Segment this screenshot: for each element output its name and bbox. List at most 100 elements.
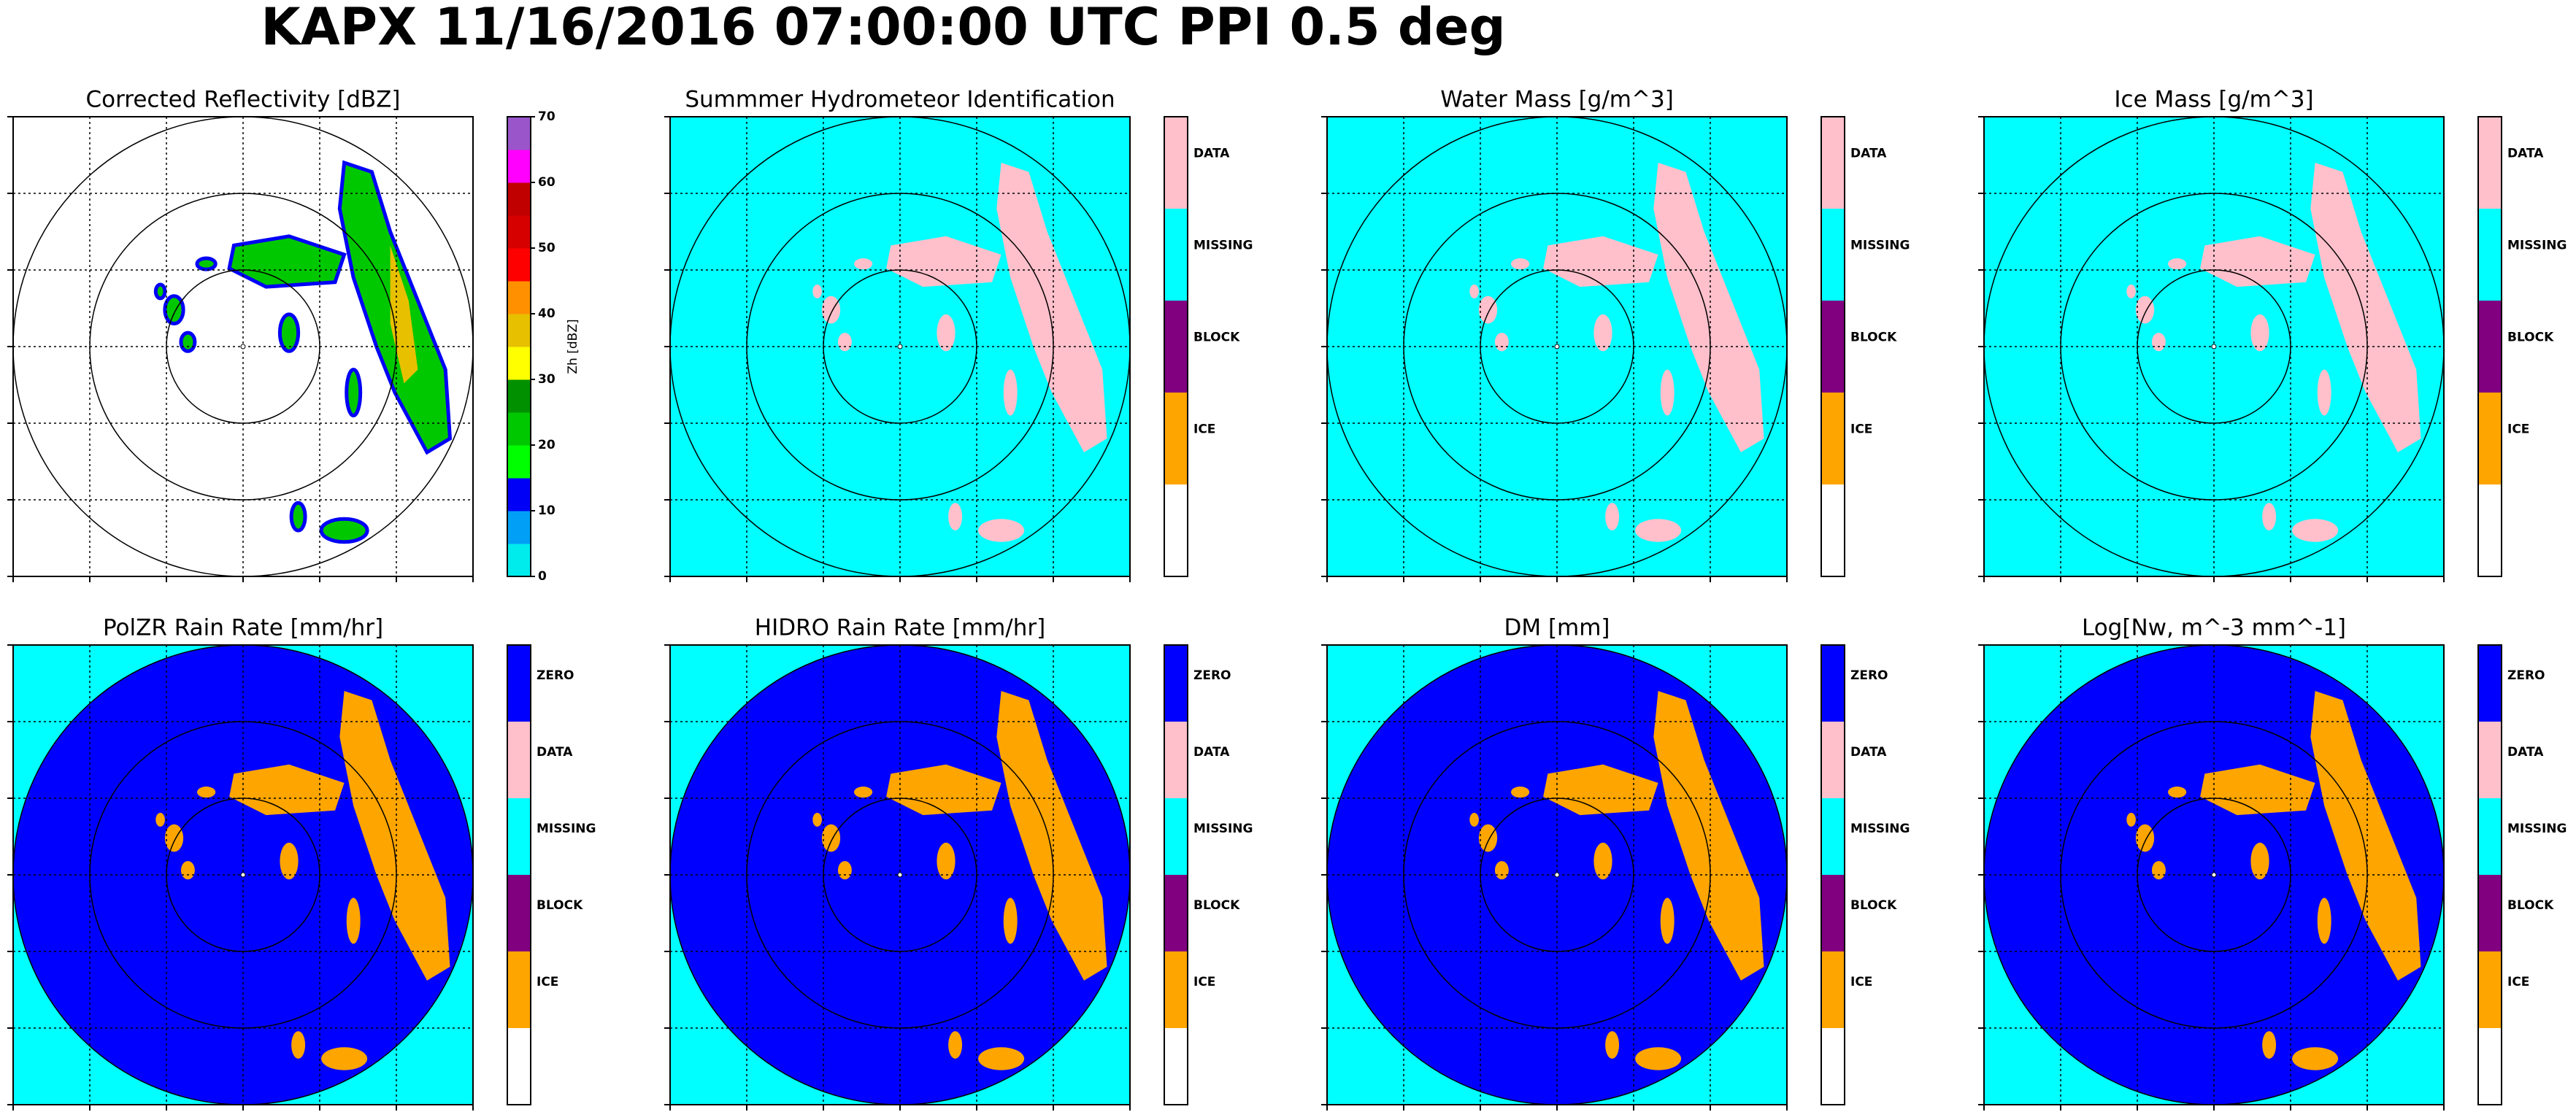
panel-title: Log[Nw, m^-3 mm^-1] xyxy=(2082,615,2346,641)
echo xyxy=(1653,163,1764,452)
colorbar-segment xyxy=(1821,301,1845,393)
colorbar-segment xyxy=(1821,484,1845,577)
colorbar-segment xyxy=(2478,393,2502,485)
colorbar-label: ICE xyxy=(1193,975,1215,989)
colorbar-label: BLOCK xyxy=(537,898,583,913)
colorbar-segment xyxy=(1164,1028,1188,1105)
colorbar-label: ICE xyxy=(2507,975,2529,989)
colorbar-segment xyxy=(2478,209,2502,301)
colorbar-label: BLOCK xyxy=(1193,898,1240,913)
range-ring xyxy=(89,721,397,1029)
colorbar-segment xyxy=(507,347,531,380)
colorbar-tick-label: 0 xyxy=(538,569,547,584)
echo xyxy=(1605,503,1620,530)
echo xyxy=(937,314,956,352)
echo xyxy=(163,294,185,326)
range-ring xyxy=(89,193,397,501)
colorbar-segment xyxy=(1821,722,1845,799)
range-ring xyxy=(166,797,320,952)
echo xyxy=(195,256,218,271)
panel-title: PolZR Rain Rate [mm/hr] xyxy=(103,615,383,641)
radar-site xyxy=(240,872,246,878)
colorbar-segment xyxy=(507,722,531,799)
echo xyxy=(1469,284,1479,298)
echo xyxy=(1653,691,1764,981)
panel: Ice Mass [g/m^3] DATA MISSING BLOCK ICE xyxy=(1978,87,2567,582)
panel-title: DM [mm] xyxy=(1504,615,1610,641)
plot xyxy=(670,117,1130,576)
colorbar-tick-label: 60 xyxy=(538,175,555,190)
echo xyxy=(978,1047,1025,1070)
colorbar-label: DATA xyxy=(2507,146,2544,161)
echo xyxy=(1593,314,1612,352)
echo xyxy=(2262,503,2277,530)
echo xyxy=(854,258,873,270)
echo xyxy=(229,764,345,816)
colorbar-segment xyxy=(2478,117,2502,209)
echo xyxy=(812,284,822,298)
colorbar-tick-label: 70 xyxy=(538,109,555,124)
range-ring xyxy=(2137,797,2291,952)
echo xyxy=(2151,861,2166,880)
echo xyxy=(2200,764,2315,816)
plot xyxy=(1327,645,1787,1105)
echo xyxy=(227,234,347,289)
colorbar-frame xyxy=(507,644,531,1105)
panel: DM [mm] ZERO DATA MISSING BLOCK ICE xyxy=(1321,615,1910,1111)
colorbar-tick-label: 50 xyxy=(538,241,555,255)
radar-site xyxy=(1554,344,1560,349)
colorbar-segment xyxy=(507,150,531,183)
range-ring xyxy=(2137,269,2291,424)
colorbar-segment xyxy=(1821,951,1845,1029)
colorbar-label: ZERO xyxy=(2507,668,2545,683)
colorbar-segment xyxy=(1821,1028,1845,1105)
echo xyxy=(948,1031,963,1059)
echo xyxy=(1593,842,1612,880)
panel: Summmer Hydrometeor Identification DATA MI… xyxy=(664,87,1253,582)
colorbar-label: MISSING xyxy=(2507,238,2567,252)
panel: HIDRO Rain Rate [mm/hr] ZERO DATA MISSING BL… xyxy=(664,615,1253,1111)
echo xyxy=(1635,1047,1682,1070)
echo xyxy=(1494,861,1509,880)
panel: Water Mass [g/m^3] DATA MISSING BLOCK ICE xyxy=(1321,87,1910,582)
colorbar-segment xyxy=(507,445,531,479)
colorbar-segment xyxy=(2478,798,2502,876)
plot xyxy=(670,645,1130,1105)
colorbar-segment xyxy=(1164,301,1188,393)
colorbar-label: ICE xyxy=(1193,422,1215,436)
colorbar-label: DATA xyxy=(1193,146,1230,161)
colorbar-segment xyxy=(507,1028,531,1105)
echo xyxy=(2310,691,2421,981)
colorbar-label: BLOCK xyxy=(1850,898,1897,913)
echo xyxy=(2200,236,2315,287)
colorbar-segment xyxy=(1164,484,1188,577)
colorbar-label: MISSING xyxy=(1850,822,1910,836)
colorbar-segment xyxy=(1164,645,1188,722)
panel-title: Summmer Hydrometeor Identification xyxy=(685,87,1115,113)
echo xyxy=(319,517,369,544)
echo xyxy=(1511,787,1530,798)
echo xyxy=(854,787,873,798)
echo xyxy=(321,1047,368,1070)
echo xyxy=(2292,1047,2339,1070)
echo xyxy=(1660,897,1675,944)
colorbar-frame xyxy=(2477,116,2502,577)
colorbar-segment xyxy=(507,412,531,446)
plot xyxy=(1327,117,1787,576)
echo xyxy=(821,296,841,324)
echo xyxy=(937,842,956,880)
range-ring xyxy=(746,721,1054,1029)
colorbar-segment xyxy=(507,875,531,952)
radar-site xyxy=(1554,872,1560,878)
colorbar-label: DATA xyxy=(537,745,573,760)
echo xyxy=(2262,1031,2277,1059)
colorbar-segment xyxy=(507,478,531,511)
echo xyxy=(179,331,197,353)
colorbar-label: ZERO xyxy=(1850,668,1888,683)
colorbar-segment xyxy=(507,182,531,216)
echo xyxy=(1003,369,1018,416)
panel-title: Corrected Reflectivity [dBZ] xyxy=(85,87,400,113)
colorbar-segment xyxy=(507,215,531,249)
figure-title: KAPX 11/16/2016 07:00:00 UTC PPI 0.5 deg xyxy=(261,0,1505,57)
echo xyxy=(2135,824,2155,852)
